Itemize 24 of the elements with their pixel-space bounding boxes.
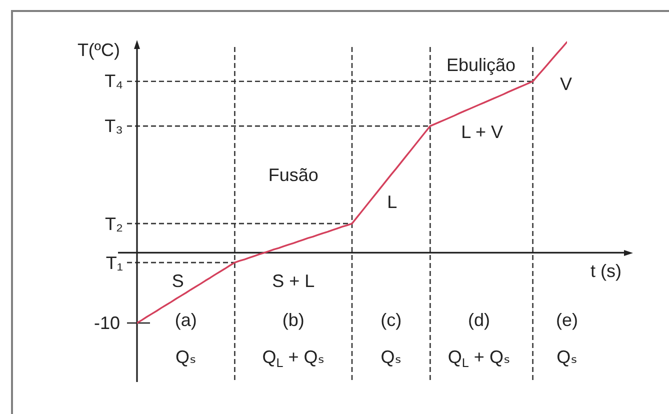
annotation: S + L: [272, 270, 315, 291]
text: Qₛ: [176, 346, 196, 367]
text: -10: [94, 313, 120, 333]
annotation: L: [387, 192, 398, 212]
annotation: S: [172, 270, 184, 291]
text: Q$_{L}$ + Qₛ: [262, 346, 324, 370]
x-tick-label: (c): [380, 310, 402, 330]
text: Q$_{L}$ + Qₛ: [448, 346, 510, 370]
annotation: L + V: [461, 122, 503, 142]
annotation: Fusão: [268, 164, 318, 185]
x-axis-title: t (s): [590, 260, 622, 281]
y-axis-title: T(ºC): [77, 40, 120, 60]
annotation: V: [560, 74, 572, 94]
ref-line-label: T₄: [104, 71, 123, 92]
x-tick-label: (e): [556, 310, 578, 330]
ref-line-label: T₂: [105, 214, 123, 234]
text: Qₛ: [556, 346, 578, 367]
ref-line-label: T₁: [106, 252, 123, 273]
ref-line-label: T₃: [104, 116, 123, 136]
annotation: Ebulição: [446, 54, 516, 75]
x-tick-label: (a): [174, 310, 197, 330]
text: Qₛ: [380, 346, 402, 367]
x-tick-label: (d): [468, 310, 490, 330]
x-tick-label: (b): [282, 310, 304, 330]
